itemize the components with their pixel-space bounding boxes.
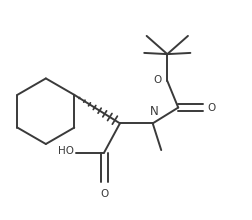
Text: O: O	[207, 103, 216, 113]
Text: O: O	[100, 189, 108, 199]
Text: HO: HO	[58, 146, 74, 156]
Text: O: O	[154, 75, 162, 85]
Text: N: N	[149, 105, 158, 118]
